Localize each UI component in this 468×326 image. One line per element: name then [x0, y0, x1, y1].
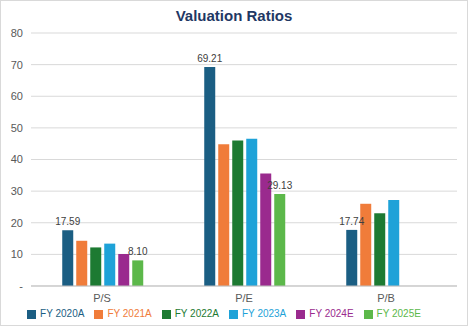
html-text:FY 2025E: FY 2025E: [376, 308, 421, 319]
svg-text:P/B: P/B: [377, 292, 395, 304]
svg-text:20: 20: [11, 217, 23, 229]
svg-text:80: 80: [11, 27, 23, 39]
svg-text:P/E: P/E: [235, 292, 253, 304]
svg-text:60: 60: [11, 90, 23, 102]
svg-text:P/S: P/S: [93, 292, 111, 304]
svg-text:69.21: 69.21: [197, 53, 222, 64]
svg-text:17.59: 17.59: [55, 216, 80, 227]
svg-text:50: 50: [11, 122, 23, 134]
svg-text:-: -: [19, 280, 23, 292]
html-text:FY 2023A: FY 2023A: [242, 308, 287, 319]
html-text:Valuation Ratios: Valuation Ratios: [175, 7, 293, 24]
svg-text:30: 30: [11, 185, 23, 197]
svg-text:70: 70: [11, 59, 23, 71]
html-text:FY 2022A: FY 2022A: [174, 308, 219, 319]
svg-text:40: 40: [11, 153, 23, 165]
html-text:FY 2024E: FY 2024E: [309, 308, 354, 319]
svg-text:17.74: 17.74: [339, 216, 364, 227]
svg-text:8.10: 8.10: [128, 246, 148, 257]
html-text:FY 2020A: FY 2020A: [40, 308, 85, 319]
html-text:FY 2021A: FY 2021A: [107, 308, 152, 319]
svg-text:10: 10: [11, 248, 23, 260]
svg-text:29.13: 29.13: [267, 180, 292, 191]
